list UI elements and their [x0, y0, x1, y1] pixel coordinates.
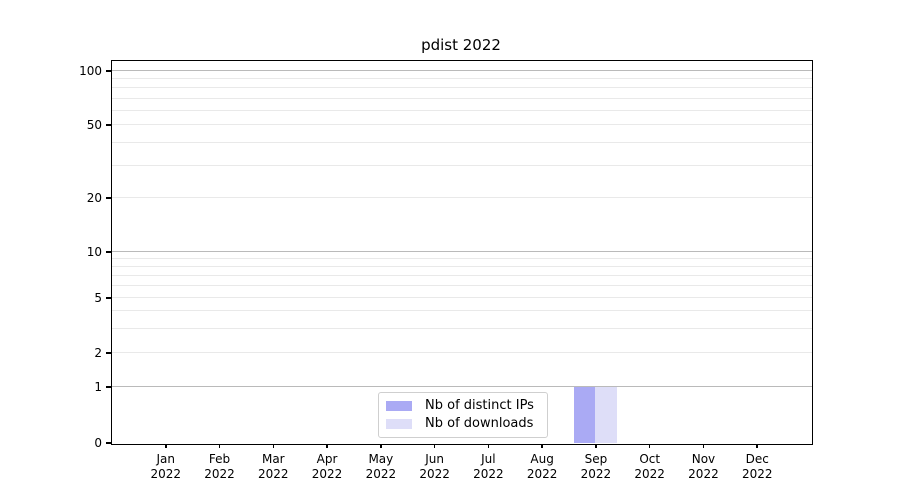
x-tick-label: Oct 2022: [634, 452, 665, 481]
legend-entry-distinct-ips: Nb of distinct IPs: [386, 399, 539, 413]
gridline-major: [111, 70, 812, 71]
legend: Nb of distinct IPs Nb of downloads: [378, 392, 548, 438]
legend-label-distinct-ips: Nb of distinct IPs: [425, 398, 534, 413]
gridline-minor: [111, 352, 812, 353]
legend-swatch-distinct-ips-icon: [386, 401, 412, 411]
x-tick-label: May 2022: [365, 452, 397, 481]
y-tick-label: 10: [86, 245, 102, 259]
x-tick-label: Apr 2022: [311, 452, 343, 481]
gridline-major: [111, 251, 812, 252]
bar-distinct-ips: [573, 386, 596, 443]
y-tick-label: 5: [94, 291, 102, 305]
plot-area: [110, 59, 813, 445]
legend-label-downloads: Nb of downloads: [425, 416, 534, 431]
gridline-minor: [111, 87, 812, 89]
x-tick: [272, 444, 275, 448]
legend-swatch-downloads-icon: [386, 419, 412, 429]
x-tick-label: Dec 2022: [741, 452, 773, 481]
x-tick: [756, 444, 758, 448]
x-tick-label: Nov 2022: [688, 452, 719, 481]
y-tick: [106, 352, 111, 354]
x-tick: [487, 444, 490, 448]
x-tick: [218, 444, 221, 448]
gridline-minor: [111, 257, 812, 259]
x-tick-label: Aug 2022: [526, 452, 558, 481]
gridline-minor: [111, 97, 812, 99]
bar-downloads: [595, 386, 617, 443]
y-tick-label: 100: [79, 64, 102, 78]
y-tick: [106, 442, 111, 444]
y-tick-label: 0: [94, 436, 102, 450]
y-tick: [106, 124, 111, 126]
x-tick-label: Jan 2022: [150, 452, 182, 481]
y-tick: [106, 386, 111, 388]
gridline-minor: [111, 164, 812, 166]
x-tick-label: Jun 2022: [419, 452, 450, 481]
x-tick: [165, 444, 167, 448]
gridline-minor: [111, 274, 812, 276]
x-tick-label: Feb 2022: [204, 452, 235, 481]
y-tick-label: 2: [94, 346, 102, 360]
x-tick-label: Mar 2022: [258, 452, 289, 481]
gridline-minor: [111, 265, 812, 267]
x-tick: [702, 444, 705, 448]
x-tick: [326, 444, 328, 448]
gridline-minor: [111, 297, 812, 298]
x-tick: [433, 444, 436, 448]
gridline-minor: [111, 141, 812, 143]
gridline-minor: [111, 109, 812, 111]
y-tick: [106, 297, 111, 299]
gridline-minor: [111, 197, 812, 198]
x-tick: [541, 444, 543, 448]
x-tick: [380, 444, 382, 448]
y-tick: [106, 251, 111, 253]
gridline-minor: [111, 327, 812, 329]
legend-entry-downloads: Nb of downloads: [386, 417, 539, 431]
x-tick: [595, 444, 597, 448]
gridline-minor: [111, 284, 812, 286]
chart-title: pdist 2022: [421, 36, 501, 54]
x-tick-label: Sep 2022: [580, 452, 612, 481]
x-tick: [648, 444, 651, 448]
gridline-minor: [111, 310, 812, 312]
y-tick: [106, 197, 111, 199]
y-tick-label: 20: [86, 191, 102, 205]
y-tick-label: 1: [94, 380, 102, 394]
gridline-minor: [111, 78, 812, 80]
x-tick-label: Jul 2022: [473, 452, 504, 481]
gridline-major: [111, 386, 812, 387]
y-tick: [106, 70, 111, 72]
gridline-minor: [111, 124, 812, 125]
y-tick-label: 50: [86, 118, 102, 132]
